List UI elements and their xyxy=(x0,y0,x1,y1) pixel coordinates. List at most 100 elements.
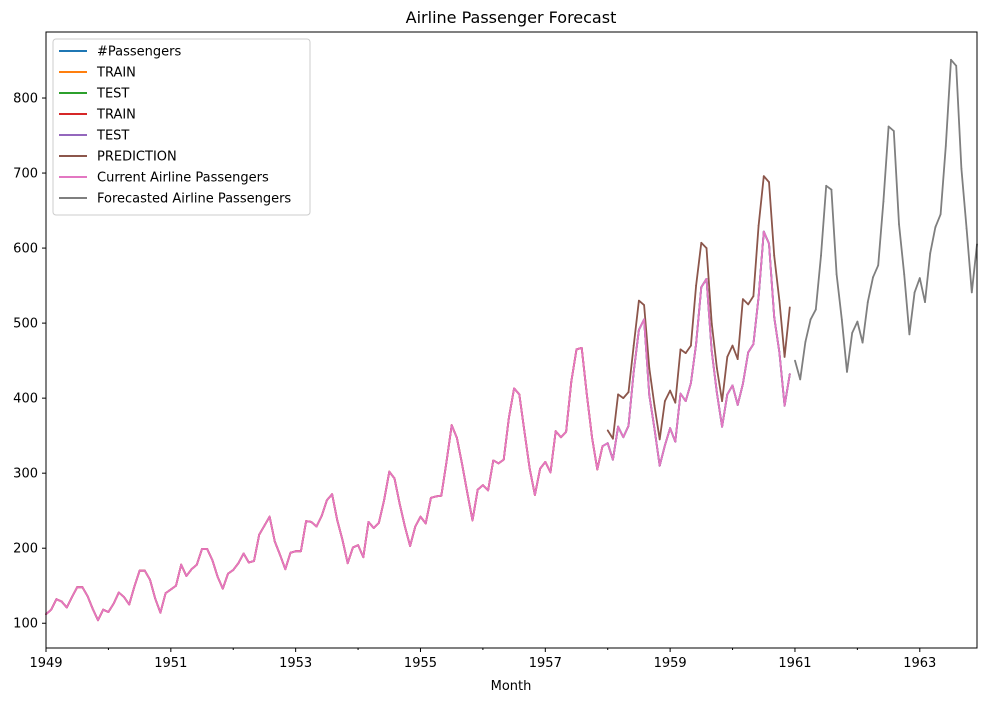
data-point xyxy=(658,438,661,441)
data-point xyxy=(534,494,536,496)
data-point xyxy=(544,461,547,463)
data-point xyxy=(903,273,906,276)
data-point xyxy=(653,404,656,407)
data-point xyxy=(617,425,619,428)
data-point xyxy=(211,559,214,562)
data-point xyxy=(840,318,843,321)
data-point xyxy=(799,378,802,381)
legend-item: TRAIN xyxy=(59,108,136,123)
data-point xyxy=(752,295,755,297)
data-point xyxy=(950,58,952,61)
data-point xyxy=(310,521,313,523)
data-point xyxy=(783,356,786,358)
data-point xyxy=(554,430,557,433)
data-point xyxy=(747,351,750,354)
data-point xyxy=(456,437,458,439)
legend-box xyxy=(52,38,311,216)
data-point xyxy=(549,471,552,474)
data-point xyxy=(601,445,604,448)
data-point xyxy=(794,359,796,362)
y-tick-label: 300 xyxy=(13,467,38,482)
legend-label: TRAIN xyxy=(96,108,136,123)
data-point xyxy=(404,525,406,528)
data-point xyxy=(643,304,645,306)
data-point xyxy=(612,458,614,461)
data-point xyxy=(908,333,911,336)
data-point xyxy=(466,491,469,494)
data-point xyxy=(50,608,53,611)
data-point xyxy=(612,437,614,440)
chart-legend: #Passengers TRAIN TEST TRAIN TEST PREDICTION C… xyxy=(52,38,311,216)
data-point xyxy=(944,145,947,147)
data-point xyxy=(856,320,859,323)
data-point xyxy=(866,301,869,303)
series-line xyxy=(606,175,791,441)
data-point xyxy=(768,242,770,245)
data-point xyxy=(705,247,708,250)
data-point xyxy=(195,563,198,566)
data-point xyxy=(716,367,718,369)
data-point xyxy=(674,440,677,443)
data-point xyxy=(742,298,744,300)
data-point xyxy=(445,461,448,463)
legend-item: TEST xyxy=(59,87,129,102)
data-point xyxy=(336,519,339,522)
series-layer xyxy=(45,58,978,622)
data-point xyxy=(128,603,131,606)
data-point xyxy=(752,343,755,345)
data-point xyxy=(393,477,396,480)
data-point xyxy=(700,241,703,244)
data-point xyxy=(169,588,172,591)
series-6 xyxy=(45,230,791,622)
series-line xyxy=(794,58,978,381)
data-point xyxy=(143,569,146,572)
data-point xyxy=(55,598,58,601)
y-tick-label: 600 xyxy=(13,242,38,257)
data-point xyxy=(934,226,937,229)
data-point xyxy=(638,329,640,331)
data-point xyxy=(450,424,453,427)
data-point xyxy=(773,254,776,257)
data-point xyxy=(242,552,245,555)
data-point xyxy=(154,597,157,600)
y-tick-label: 500 xyxy=(13,317,38,332)
data-point xyxy=(731,344,734,347)
data-point xyxy=(523,431,526,433)
data-point xyxy=(232,569,235,571)
data-point xyxy=(253,560,255,562)
data-point xyxy=(175,584,177,587)
data-point xyxy=(861,341,864,344)
data-point xyxy=(237,562,240,565)
data-point xyxy=(123,596,125,598)
data-point xyxy=(731,384,734,387)
data-point xyxy=(669,389,671,392)
data-point xyxy=(492,459,495,462)
legend-label: TRAIN xyxy=(96,66,136,81)
data-point xyxy=(263,524,266,527)
data-point xyxy=(102,608,105,611)
data-point xyxy=(877,264,880,267)
data-point xyxy=(898,223,900,226)
data-point xyxy=(965,227,968,230)
data-point xyxy=(716,392,718,394)
data-point xyxy=(783,404,786,407)
data-point xyxy=(679,392,682,395)
data-point xyxy=(627,425,630,427)
legend-label: #Passengers xyxy=(97,45,181,60)
data-point xyxy=(778,299,781,302)
data-point xyxy=(939,213,942,216)
legend-label: TEST xyxy=(96,87,129,102)
data-point xyxy=(482,484,484,487)
data-point xyxy=(970,291,973,294)
data-point xyxy=(424,522,427,525)
data-point xyxy=(117,591,120,594)
y-tick-label: 200 xyxy=(13,542,38,557)
data-point xyxy=(513,387,515,390)
data-point xyxy=(778,351,781,354)
data-point xyxy=(664,400,666,402)
data-point xyxy=(383,499,385,502)
data-point xyxy=(643,318,645,321)
data-point xyxy=(669,427,671,430)
data-point xyxy=(835,273,838,276)
